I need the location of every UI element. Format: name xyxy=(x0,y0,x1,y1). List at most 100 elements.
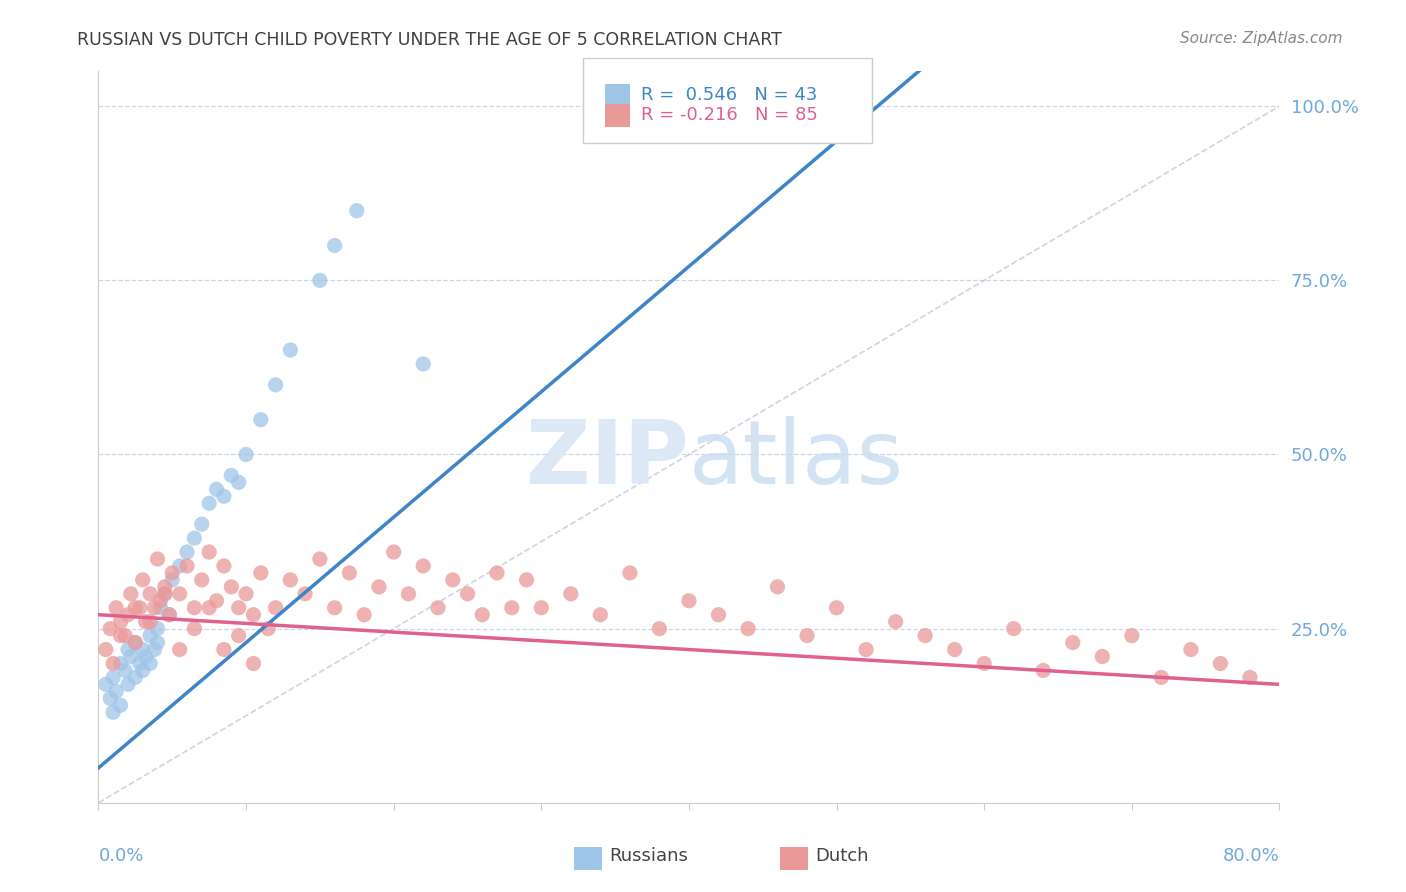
Point xyxy=(560,587,582,601)
Point xyxy=(339,566,361,580)
Text: atlas: atlas xyxy=(689,416,904,502)
Point xyxy=(124,600,146,615)
Point xyxy=(737,622,759,636)
Point xyxy=(139,629,162,643)
Point xyxy=(368,580,391,594)
Point xyxy=(441,573,464,587)
Point xyxy=(132,573,155,587)
Point xyxy=(235,448,257,462)
Point xyxy=(135,615,157,629)
Point xyxy=(146,622,169,636)
Point xyxy=(205,594,228,608)
Text: R = -0.216   N = 85: R = -0.216 N = 85 xyxy=(641,106,818,124)
Point xyxy=(1239,670,1261,684)
Point xyxy=(94,677,117,691)
Point xyxy=(157,607,180,622)
Point xyxy=(516,573,538,587)
Point xyxy=(149,594,172,608)
Point xyxy=(678,594,700,608)
Point xyxy=(117,677,139,691)
Point xyxy=(323,238,346,252)
Point xyxy=(250,566,273,580)
Point xyxy=(149,600,172,615)
Point xyxy=(242,607,264,622)
Point xyxy=(855,642,877,657)
Point xyxy=(353,607,375,622)
Point xyxy=(205,483,228,497)
Point xyxy=(162,566,183,580)
Text: Dutch: Dutch xyxy=(815,847,869,865)
Point xyxy=(1062,635,1084,649)
Point xyxy=(427,600,450,615)
Point xyxy=(153,587,176,601)
Point xyxy=(139,615,162,629)
Point xyxy=(183,531,205,545)
Point xyxy=(1150,670,1173,684)
Point xyxy=(212,642,235,657)
Point xyxy=(124,635,146,649)
Point xyxy=(169,558,191,573)
Point xyxy=(105,684,128,698)
Point xyxy=(212,558,235,573)
Point xyxy=(280,573,302,587)
Point xyxy=(471,607,494,622)
Text: R =  0.546   N = 43: R = 0.546 N = 43 xyxy=(641,86,817,103)
Point xyxy=(1180,642,1202,657)
Point xyxy=(228,600,250,615)
Point xyxy=(110,698,132,713)
Point xyxy=(235,587,257,601)
Point xyxy=(973,657,995,671)
Point xyxy=(1002,622,1025,636)
Point xyxy=(120,587,142,601)
Point xyxy=(183,600,205,615)
Point xyxy=(619,566,641,580)
Point xyxy=(146,552,169,566)
Point xyxy=(143,600,166,615)
Point xyxy=(264,377,287,392)
Point xyxy=(221,580,243,594)
Point xyxy=(943,642,966,657)
Text: Russians: Russians xyxy=(609,847,688,865)
Point xyxy=(191,517,214,532)
Point xyxy=(98,691,121,706)
Point xyxy=(153,580,176,594)
Point xyxy=(796,629,818,643)
Point xyxy=(589,607,612,622)
Point xyxy=(228,475,250,490)
Point xyxy=(382,545,405,559)
Point xyxy=(221,468,243,483)
Point xyxy=(250,412,273,426)
Point xyxy=(198,496,221,510)
Point xyxy=(143,642,166,657)
Point xyxy=(105,600,128,615)
Point xyxy=(412,558,434,573)
Point xyxy=(530,600,553,615)
Point xyxy=(128,600,150,615)
Point xyxy=(110,629,132,643)
Point xyxy=(176,545,198,559)
Point xyxy=(1121,629,1143,643)
Point xyxy=(176,558,198,573)
Point xyxy=(1209,657,1232,671)
Point xyxy=(110,615,132,629)
Point xyxy=(114,629,136,643)
Point xyxy=(1091,649,1114,664)
Point xyxy=(114,664,136,678)
Point xyxy=(486,566,509,580)
Point xyxy=(124,670,146,684)
Text: 80.0%: 80.0% xyxy=(1223,847,1279,864)
Point xyxy=(120,649,142,664)
Point xyxy=(132,642,155,657)
Point xyxy=(648,622,671,636)
Point xyxy=(228,629,250,643)
Point xyxy=(884,615,907,629)
Point xyxy=(117,607,139,622)
Point xyxy=(766,580,789,594)
Point xyxy=(124,635,146,649)
Point xyxy=(309,273,332,287)
Point xyxy=(294,587,316,601)
Point xyxy=(346,203,368,218)
Point xyxy=(103,657,125,671)
Point xyxy=(264,600,287,615)
Point xyxy=(242,657,264,671)
